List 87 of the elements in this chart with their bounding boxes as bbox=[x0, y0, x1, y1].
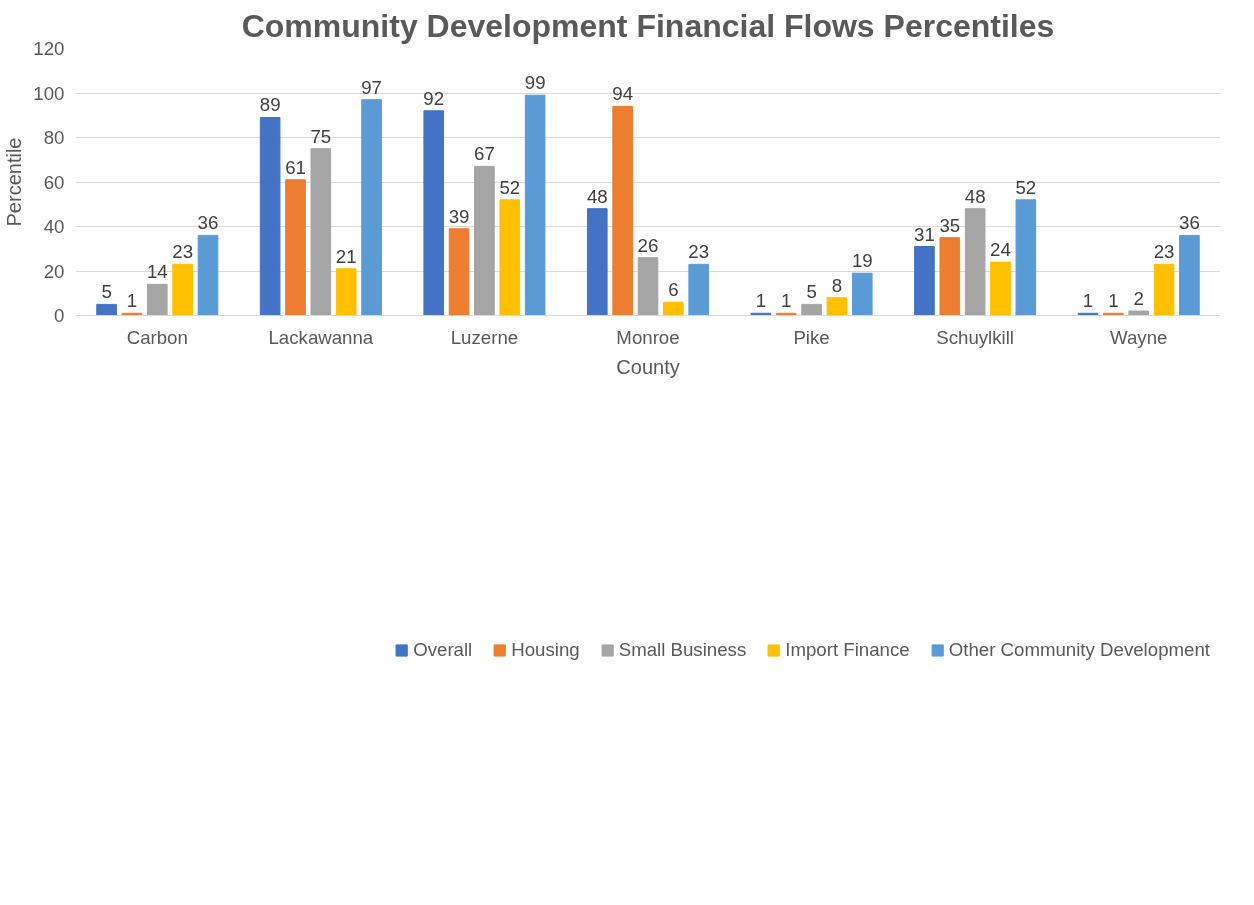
bar bbox=[1128, 310, 1150, 316]
x-tick-label: Lackawanna bbox=[268, 326, 374, 348]
data-label: 67 bbox=[474, 143, 495, 165]
bar bbox=[851, 272, 873, 316]
legend-label: Small Business bbox=[618, 639, 747, 661]
data-label: 14 bbox=[146, 261, 168, 283]
x-tick-label: Schuylkill bbox=[936, 326, 1015, 348]
x-tick-label: Luzerne bbox=[450, 326, 519, 348]
data-label: 52 bbox=[1015, 176, 1037, 198]
bar bbox=[964, 208, 986, 316]
data-label: 52 bbox=[499, 176, 521, 198]
data-label: 5 bbox=[101, 281, 112, 303]
data-label: 48 bbox=[586, 185, 608, 207]
data-label: 99 bbox=[524, 72, 546, 94]
legend-label: Housing bbox=[511, 639, 580, 661]
data-label: 35 bbox=[939, 214, 961, 236]
bar bbox=[1153, 263, 1175, 316]
bar bbox=[448, 228, 470, 316]
bar bbox=[259, 116, 281, 316]
data-label: 48 bbox=[964, 185, 986, 207]
data-label: 31 bbox=[914, 223, 935, 245]
bar bbox=[939, 237, 961, 316]
bar bbox=[474, 165, 495, 316]
bar bbox=[826, 297, 848, 316]
data-label: 19 bbox=[851, 250, 873, 272]
data-label: 36 bbox=[197, 212, 219, 234]
data-label: 75 bbox=[310, 125, 332, 147]
data-label: 89 bbox=[259, 94, 281, 116]
x-tick-label: Monroe bbox=[616, 326, 680, 348]
bar bbox=[423, 110, 445, 316]
bar bbox=[96, 303, 117, 316]
bar bbox=[285, 179, 306, 316]
bar bbox=[1015, 199, 1037, 316]
y-tick-label: 40 bbox=[43, 216, 65, 237]
bar bbox=[361, 99, 382, 316]
x-tick-label: Wayne bbox=[1110, 326, 1168, 348]
data-label: 5 bbox=[806, 281, 817, 303]
bar bbox=[914, 246, 935, 316]
legend-label: Other Community Development bbox=[948, 639, 1210, 661]
bar bbox=[335, 268, 357, 316]
bar bbox=[612, 105, 633, 316]
data-label: 1 bbox=[1082, 290, 1094, 312]
data-label: 2 bbox=[1133, 288, 1144, 310]
y-tick-label: 120 bbox=[33, 38, 65, 59]
bar bbox=[499, 199, 521, 316]
y-tick-label: 80 bbox=[43, 127, 65, 148]
data-label: 36 bbox=[1179, 212, 1200, 234]
legend-label: Overall bbox=[413, 639, 473, 661]
data-label: 8 bbox=[831, 274, 843, 296]
data-label: 23 bbox=[688, 241, 710, 263]
data-label: 94 bbox=[612, 83, 634, 105]
bar bbox=[524, 94, 546, 316]
y-tick-label: 20 bbox=[43, 260, 65, 282]
data-label: 1 bbox=[126, 290, 138, 312]
bar bbox=[1179, 234, 1200, 316]
data-label: 39 bbox=[448, 205, 470, 227]
data-label: 24 bbox=[990, 239, 1011, 261]
bar bbox=[310, 148, 332, 316]
legend-label: Import Finance bbox=[785, 639, 910, 661]
bar bbox=[172, 263, 193, 316]
x-axis-title: County bbox=[616, 355, 680, 378]
data-label: 97 bbox=[361, 76, 382, 98]
data-label: 26 bbox=[637, 234, 659, 256]
data-label: 1 bbox=[755, 290, 767, 312]
bar bbox=[663, 301, 684, 316]
data-label: 23 bbox=[1153, 241, 1175, 263]
data-label: 21 bbox=[335, 245, 357, 267]
data-label: 92 bbox=[423, 87, 445, 109]
data-label: 61 bbox=[285, 156, 306, 178]
x-tick-label: Carbon bbox=[126, 326, 188, 348]
bar bbox=[146, 283, 168, 316]
bar bbox=[688, 263, 710, 316]
y-axis-title: Percentile bbox=[3, 137, 26, 227]
chart-title: Community Development Financial Flows Percentiles bbox=[241, 7, 1055, 44]
data-label: 1 bbox=[781, 290, 792, 312]
bar bbox=[801, 303, 822, 316]
data-label: 6 bbox=[668, 279, 679, 301]
bar bbox=[197, 234, 219, 316]
data-label: 1 bbox=[1108, 290, 1119, 312]
y-tick-label: 0 bbox=[54, 305, 65, 326]
bar bbox=[637, 257, 659, 316]
bar bbox=[990, 261, 1011, 316]
x-tick-label: Pike bbox=[793, 326, 830, 348]
bar bbox=[586, 208, 608, 316]
y-tick-label: 100 bbox=[33, 82, 65, 104]
data-label: 23 bbox=[172, 241, 194, 263]
y-tick-label: 60 bbox=[43, 171, 65, 193]
